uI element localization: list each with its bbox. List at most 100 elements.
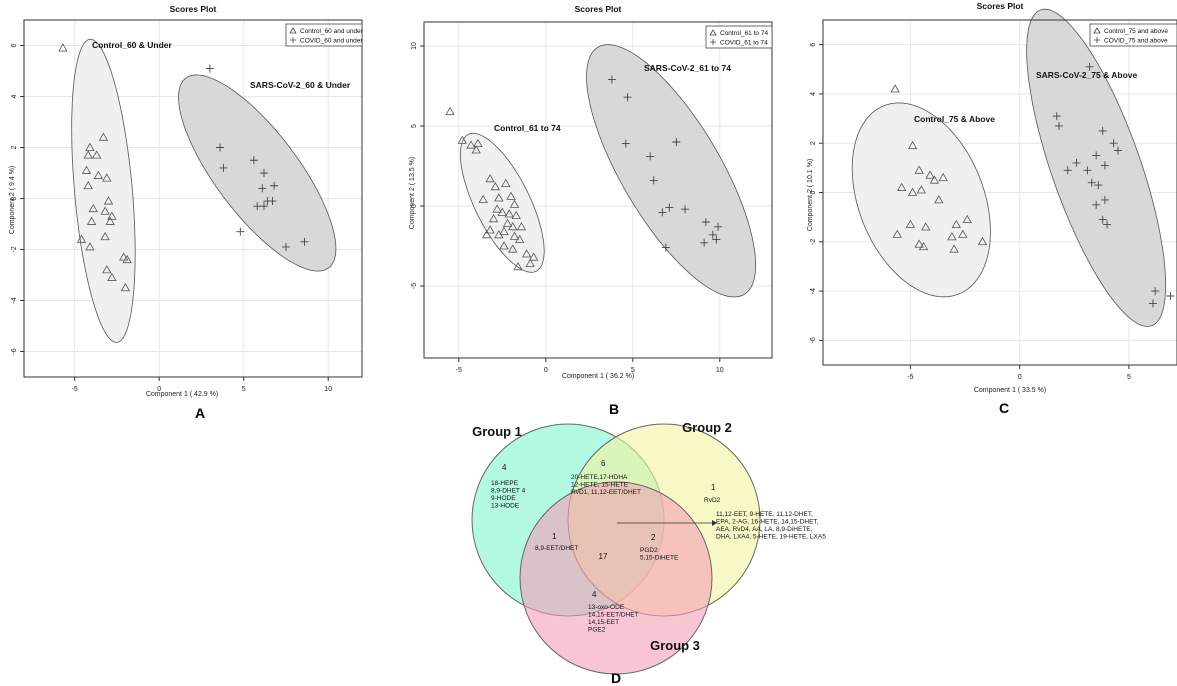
control-point xyxy=(86,216,97,225)
y-tick-label: 4 xyxy=(11,94,18,98)
control-point xyxy=(914,239,924,248)
control-point xyxy=(102,265,112,274)
control-point xyxy=(951,219,961,228)
region-item: RvD2 xyxy=(704,497,721,504)
legend-box xyxy=(285,23,363,47)
control-point xyxy=(497,207,507,216)
covid-point xyxy=(216,143,225,152)
region-item: PGD2 xyxy=(640,547,658,554)
control-point xyxy=(907,140,918,150)
control-point xyxy=(490,181,501,191)
covid-point xyxy=(1098,126,1107,135)
control-point xyxy=(103,196,114,205)
region-item: 20-HETE,17-HDHA xyxy=(571,474,628,481)
y-tick-label: -5 xyxy=(411,283,418,289)
covid-point xyxy=(1055,121,1063,130)
region-item: 9-HODE xyxy=(491,495,516,502)
covid-point xyxy=(253,202,262,211)
region-count: 1 xyxy=(711,483,716,492)
legend-entry: Control_75 and above xyxy=(1104,28,1168,35)
region-item: RvD1, 11,12-EET/DHET xyxy=(571,489,641,496)
covid-point xyxy=(1083,166,1092,175)
region-item: 11,12-EET, 9-HETE, 11,12-DHET, xyxy=(716,511,813,518)
control-point xyxy=(949,244,959,253)
control-point xyxy=(492,204,502,213)
control-point xyxy=(918,241,929,251)
confidence-ellipse-control xyxy=(459,132,545,273)
covid-point xyxy=(665,203,674,212)
x-axis-label: Component 1 ( 42.9 %) xyxy=(146,391,218,398)
control-point xyxy=(58,43,68,52)
covid-point xyxy=(658,208,667,217)
control-point xyxy=(509,199,520,208)
legend-triangle-icon xyxy=(289,27,297,34)
region-item: 5,15-DiHETE xyxy=(640,555,679,562)
control-point xyxy=(122,254,132,264)
control-point xyxy=(119,252,129,261)
x-tick-label: 0 xyxy=(157,386,161,393)
panel-letter: B xyxy=(609,401,619,417)
chart-title: Scores Plot xyxy=(575,4,622,14)
region-count: 2 xyxy=(651,533,656,542)
covid-point xyxy=(1087,178,1096,187)
covid-point xyxy=(661,243,670,252)
control-point xyxy=(508,221,518,231)
control-point xyxy=(91,150,102,159)
y-tick-label: -2 xyxy=(810,239,817,245)
x-tick-label: 5 xyxy=(1127,374,1131,381)
control-point xyxy=(83,150,93,159)
control-point xyxy=(98,132,109,141)
control-point xyxy=(76,234,87,243)
group-label-covid: SARS-CoV-2_60 & Under xyxy=(250,80,351,90)
venn-circle-group-3 xyxy=(519,481,713,675)
covid-point xyxy=(1166,292,1175,300)
group-label-control: Control_60 & Under xyxy=(92,40,173,50)
legend-plus-icon xyxy=(710,39,716,45)
x-tick-label: 0 xyxy=(544,367,548,374)
control-point xyxy=(977,236,988,246)
control-point xyxy=(102,173,112,182)
covid-point xyxy=(681,205,689,214)
control-point xyxy=(925,170,935,179)
covid-point xyxy=(1092,200,1101,209)
y-axis-label: Component 2 ( 10.1 %) xyxy=(807,159,814,231)
covid-point xyxy=(708,230,717,239)
y-tick-label: 0 xyxy=(810,190,817,194)
y-axis-label: Component 2 ( 13.5 %) xyxy=(409,157,416,229)
scores-plot-c: -5 0 5 -6 -4 -2 0 2 4 6 Control_75 & Above SARS-CoV… xyxy=(807,1,1177,416)
control-point xyxy=(107,272,117,281)
region-item: 8,9-DHET 4 xyxy=(491,488,526,495)
control-point xyxy=(947,232,957,241)
control-point xyxy=(907,187,918,196)
covid-point xyxy=(621,139,630,148)
control-point xyxy=(914,165,924,174)
covid-point xyxy=(1109,139,1118,148)
y-tick-label: 2 xyxy=(810,141,817,145)
control-point xyxy=(100,231,110,241)
covid-point xyxy=(1085,62,1094,71)
control-point xyxy=(506,191,516,200)
covid-point xyxy=(281,242,290,251)
control-point xyxy=(509,231,520,240)
control-point xyxy=(105,216,115,225)
region-item: 12-HETE, 15-HETE xyxy=(571,482,629,489)
region-item: DHA, LXA4, 5-HETE, 19-HETE, LXA5 xyxy=(716,534,826,541)
y-tick-label: -6 xyxy=(11,348,18,354)
covid-point xyxy=(714,222,723,231)
control-point xyxy=(485,225,495,234)
region-item: 18-HEPE xyxy=(491,480,519,487)
confidence-ellipse-control xyxy=(851,102,991,298)
covid-point xyxy=(700,238,709,247)
confidence-ellipse-control xyxy=(71,38,136,343)
x-tick-label: -5 xyxy=(72,386,78,393)
covid-point xyxy=(1148,299,1157,308)
y-tick-label: -4 xyxy=(810,288,817,294)
confidence-ellipse-covid xyxy=(586,44,757,298)
x-tick-label: 10 xyxy=(324,386,332,393)
control-point xyxy=(107,211,117,220)
panel-letter: D xyxy=(611,670,621,686)
control-point xyxy=(521,249,532,258)
covid-point xyxy=(268,197,277,206)
covid-point xyxy=(270,181,279,190)
